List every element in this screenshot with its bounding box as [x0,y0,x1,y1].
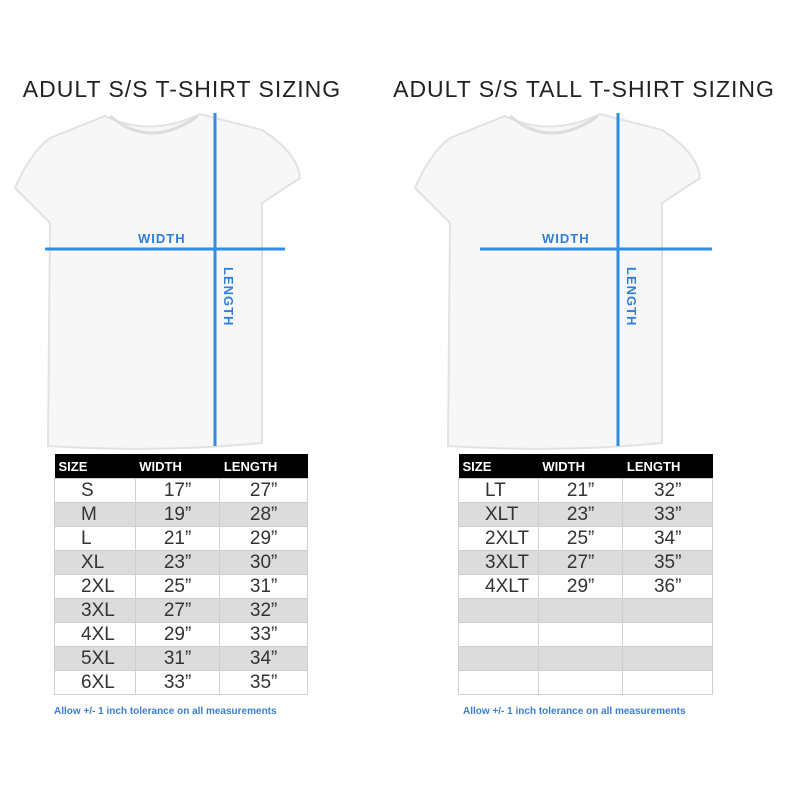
header-width: WIDTH [135,454,220,479]
header-width: WIDTH [538,454,623,479]
cell-width: 21” [134,526,221,551]
cell-length: 30” [219,550,308,575]
header-length: LENGTH [219,454,308,479]
tolerance-note-right: Allow +/- 1 inch tolerance on all measur… [463,706,686,717]
cell-width: 29” [537,574,624,599]
size-table-right: SIZE WIDTH LENGTH LT 21” 32” XLT 23” 33” 2XLT 2… [458,454,713,695]
cell-size: 6XL [54,670,136,695]
cell-size [458,670,539,695]
table-row: 2XL 25” 31” [54,574,308,599]
size-table-left: SIZE WIDTH LENGTH S 17” 27” M 19” 28” L 21” 29” X… [54,454,308,695]
cell-size: 4XL [54,622,136,647]
left-title: ADULT S/S T-SHIRT SIZING [22,76,342,102]
cell-length: 29” [219,526,308,551]
cell-width: 33” [134,670,221,695]
cell-length: 32” [219,598,308,623]
table-row: LT 21” 32” [458,478,713,503]
cell-size [458,646,539,671]
right-title: ADULT S/S TALL T-SHIRT SIZING [393,76,775,102]
length-label-right: LENGTH [624,267,639,327]
cell-width: 29” [134,622,221,647]
cell-size: 5XL [54,646,136,671]
cell-width: 23” [134,550,221,575]
cell-size: 3XLT [458,550,539,575]
cell-length: 27” [219,478,308,503]
table-row: XL 23” 30” [54,550,308,575]
table-row [458,646,713,671]
table-row: 5XL 31” 34” [54,646,308,671]
cell-size: 3XL [54,598,136,623]
table-row: 3XL 27” 32” [54,598,308,623]
tolerance-note-left: Allow +/- 1 inch tolerance on all measur… [54,706,277,717]
cell-size [458,622,539,647]
cell-size: XLT [458,502,539,527]
cell-width: 19” [134,502,221,527]
cell-width: 25” [537,526,624,551]
table-row: L 21” 29” [54,526,308,551]
table-row: 2XLT 25” 34” [458,526,713,551]
table-row: 4XLT 29” 36” [458,574,713,599]
cell-width: 31” [134,646,221,671]
tshirt-shape [13,112,302,450]
cell-length: 31” [219,574,308,599]
cell-length: 28” [219,502,308,527]
header-size: SIZE [458,454,539,479]
cell-size: LT [458,478,539,503]
table-row: 3XLT 27” 35” [458,550,713,575]
cell-width: 23” [537,502,624,527]
cell-width [537,646,624,671]
cell-size: L [54,526,136,551]
cell-size: 2XL [54,574,136,599]
cell-length: 35” [219,670,308,695]
cell-size: 2XLT [458,526,539,551]
table-row: M 19” 28” [54,502,308,527]
table-row [458,598,713,623]
cell-width [537,598,624,623]
tshirt-diagram-right [413,112,712,450]
table-header: SIZE WIDTH LENGTH [54,454,308,479]
cell-length: 33” [219,622,308,647]
table-row: 4XL 29” 33” [54,622,308,647]
table-row: S 17” 27” [54,478,308,503]
cell-size [458,598,539,623]
width-label-right: WIDTH [542,231,590,246]
cell-length: 34” [622,526,713,551]
cell-width [537,670,624,695]
table-row: 6XL 33” 35” [54,670,308,695]
cell-width: 25” [134,574,221,599]
width-label-left: WIDTH [138,231,186,246]
cell-length [622,598,713,623]
tshirt-shape [413,112,702,450]
cell-width: 27” [134,598,221,623]
table-row: XLT 23” 33” [458,502,713,527]
cell-length [622,646,713,671]
tshirt-diagram-left [13,112,302,450]
cell-size: S [54,478,136,503]
table-row [458,622,713,647]
cell-width: 27” [537,550,624,575]
cell-width: 17” [134,478,221,503]
cell-length: 32” [622,478,713,503]
cell-length [622,622,713,647]
length-label-left: LENGTH [221,267,236,327]
cell-size: XL [54,550,136,575]
cell-length: 35” [622,550,713,575]
cell-length: 33” [622,502,713,527]
cell-width: 21” [537,478,624,503]
cell-width [537,622,624,647]
cell-length [622,670,713,695]
header-length: LENGTH [622,454,713,479]
table-header: SIZE WIDTH LENGTH [458,454,713,479]
table-row [458,670,713,695]
cell-length: 36” [622,574,713,599]
cell-size: M [54,502,136,527]
header-size: SIZE [54,454,136,479]
cell-size: 4XLT [458,574,539,599]
cell-length: 34” [219,646,308,671]
